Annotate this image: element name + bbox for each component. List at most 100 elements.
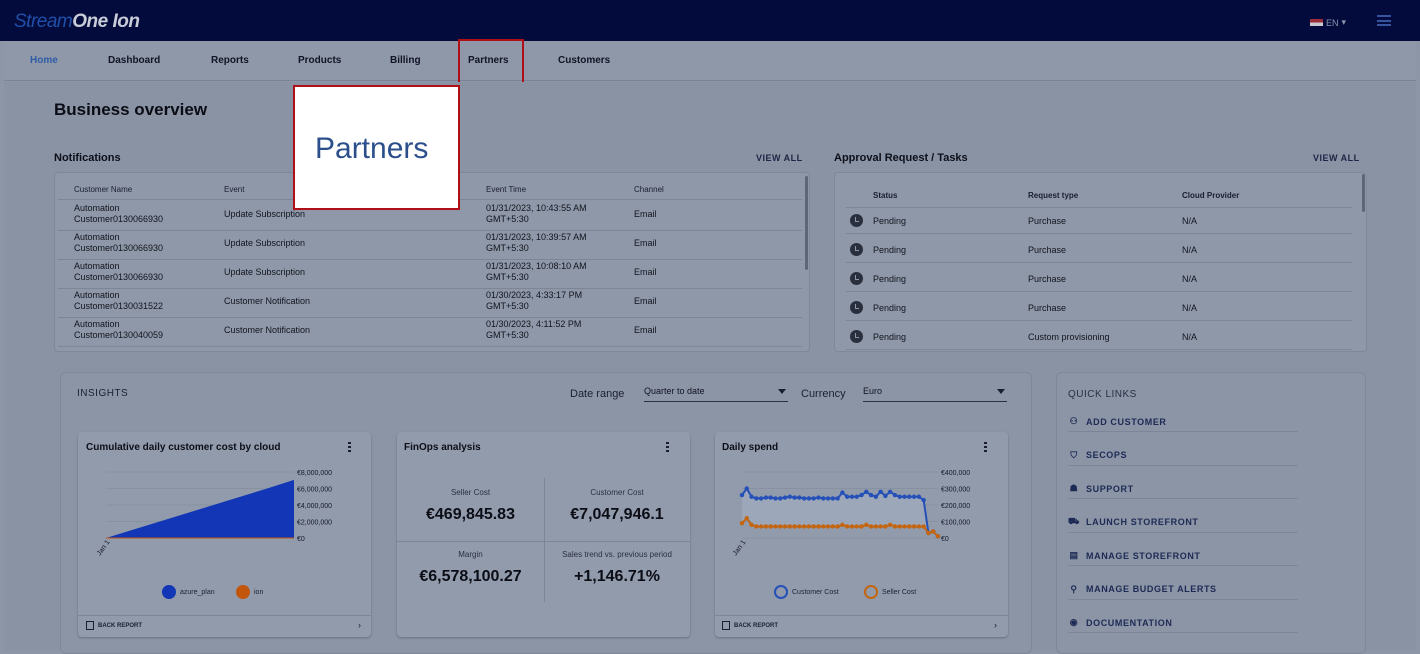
chevron-down-icon: ▾ [1341, 17, 1347, 27]
store-icon: ▤ [1069, 550, 1079, 560]
app-logo[interactable]: StreamOne Ion [14, 11, 140, 32]
data-point [763, 495, 769, 500]
data-point [926, 530, 931, 536]
request-type-cell: Purchase [1028, 216, 1067, 226]
data-point [892, 492, 898, 498]
y-tick-label: €100,000 [941, 520, 970, 527]
data-point [778, 524, 783, 529]
col-request-type[interactable]: Request type [1028, 191, 1079, 200]
data-point [806, 496, 812, 501]
data-point [892, 524, 898, 529]
daily-back-report[interactable]: BACK REPORT [722, 621, 778, 630]
data-point [864, 489, 869, 494]
approvals-title: Approval Request / Tasks [834, 152, 968, 164]
legend-seller-cost[interactable]: Seller Cost [864, 585, 916, 599]
data-point [754, 524, 759, 529]
nav-partners[interactable]: Partners [468, 55, 509, 66]
col-channel[interactable]: Channel [634, 185, 664, 194]
data-point [825, 524, 831, 529]
data-point [797, 495, 802, 500]
more-options-icon[interactable] [666, 442, 669, 454]
data-point [797, 524, 802, 529]
nav-products[interactable]: Products [298, 55, 342, 66]
approvals-scrollbar[interactable] [1362, 174, 1365, 212]
data-point [849, 494, 855, 499]
quick-links-title: QUICK LINKS [1068, 389, 1137, 400]
currency-label: Currency [801, 388, 846, 400]
nav-reports[interactable]: Reports [211, 55, 249, 66]
quick-link-add-customer[interactable]: ⚇ ADD CUSTOMER [1068, 412, 1298, 432]
data-point [897, 494, 902, 499]
data-point [787, 494, 793, 499]
data-point [749, 494, 754, 499]
approvals-view-all[interactable]: VIEW ALL [1313, 153, 1360, 163]
col-customer-name[interactable]: Customer Name [74, 185, 133, 194]
data-point [868, 524, 874, 529]
date-range-label: Date range [570, 388, 625, 400]
seller-cost-value: €469,845.83 [426, 506, 515, 523]
cumulative-cost-title: Cumulative daily customer cost by cloud [86, 442, 281, 453]
data-point [873, 524, 879, 529]
notifications-view-all[interactable]: VIEW ALL [756, 153, 803, 163]
quick-link-support[interactable]: ☗ SUPPORT [1068, 479, 1298, 499]
data-point [868, 492, 874, 498]
quick-link-launch-storefront[interactable]: ⛟ LAUNCH STOREFRONT [1068, 513, 1298, 533]
hamburger-menu-icon[interactable] [1377, 15, 1391, 26]
pending-status-icon [850, 272, 863, 285]
cloud-provider-cell: N/A [1182, 274, 1198, 284]
data-point [816, 495, 821, 500]
notifications-scrollbar[interactable] [805, 176, 808, 270]
quick-link-documentation[interactable]: ◉ DOCUMENTATION [1068, 613, 1298, 633]
legend-customer-cost[interactable]: Customer Cost [774, 585, 839, 599]
data-point [754, 496, 759, 501]
quick-link-manage-storefront[interactable]: ▤ MANAGE STOREFRONT [1068, 546, 1298, 566]
event-cell: Customer Notification [224, 325, 311, 335]
data-point [749, 522, 754, 527]
x-tick-label: Jan 1 [732, 539, 748, 557]
report-icon [722, 621, 730, 630]
chevron-down-icon [778, 389, 786, 394]
data-point [744, 516, 749, 521]
y-tick-label: €400,000 [941, 470, 970, 477]
legend-swatch [774, 585, 788, 599]
nav-home[interactable]: Home [30, 55, 58, 66]
data-point [835, 496, 840, 501]
data-point [916, 494, 922, 499]
finops-panel [397, 432, 690, 637]
nav-dashboard[interactable]: Dashboard [108, 55, 161, 66]
quick-link-manage-budget-alerts[interactable]: ⚲ MANAGE BUDGET ALERTS [1068, 580, 1298, 600]
nav-billing[interactable]: Billing [390, 55, 421, 66]
data-point [916, 524, 922, 529]
legend-swatch [162, 585, 176, 599]
nav-customers[interactable]: Customers [558, 55, 611, 66]
legend-swatch [864, 585, 878, 599]
chevron-right-icon[interactable]: › [994, 620, 997, 630]
chevron-right-icon[interactable]: › [358, 620, 361, 630]
data-point [835, 524, 840, 529]
data-point [830, 496, 836, 501]
legend-ion[interactable]: ion [236, 585, 263, 599]
status-cell: Pending [873, 303, 907, 313]
data-point [840, 522, 845, 527]
cumulative-back-report[interactable]: BACK REPORT [86, 621, 142, 630]
col-cloud-provider[interactable]: Cloud Provider [1182, 191, 1240, 200]
language-selector[interactable]: EN ▾ [1310, 17, 1346, 28]
currency-select[interactable]: Euro [863, 386, 1007, 402]
quick-link-secops[interactable]: ⛉ SECOPS [1068, 446, 1298, 466]
data-point [811, 524, 816, 529]
data-point [935, 534, 941, 539]
legend-azure-plan[interactable]: azure_plan [162, 585, 215, 599]
col-event-time[interactable]: Event Time [486, 185, 527, 194]
col-status[interactable]: Status [873, 191, 898, 200]
request-type-cell: Purchase [1028, 303, 1067, 313]
channel-cell: Email [634, 267, 657, 277]
margin-label: Margin [458, 550, 483, 559]
data-point [758, 496, 764, 501]
data-point [782, 495, 788, 500]
cumulative-cost-chart: €8,000,000 €6,000,000 €4,000,000 €2,000,000… [96, 470, 332, 557]
more-options-icon[interactable] [984, 442, 987, 454]
cloud-provider-cell: N/A [1182, 332, 1198, 342]
date-range-select[interactable]: Quarter to date [644, 386, 788, 402]
more-options-icon[interactable] [348, 442, 351, 454]
col-event[interactable]: Event [224, 185, 245, 194]
